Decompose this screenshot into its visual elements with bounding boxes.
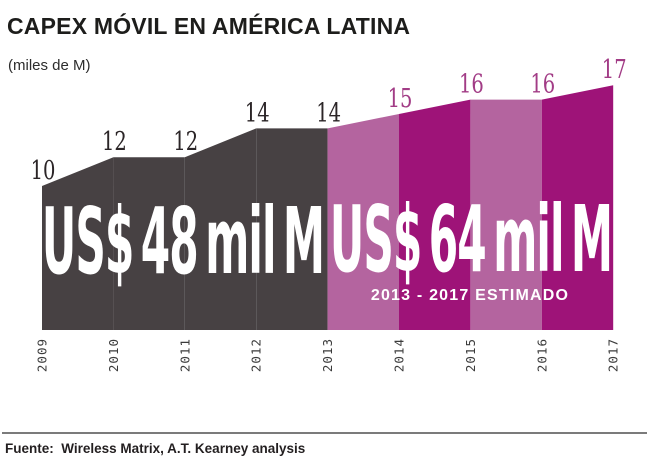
year-label-2016: 2016 bbox=[534, 338, 549, 372]
estimated-period-label: 2013 - 2017 ESTIMADO bbox=[370, 287, 570, 304]
area-segment-2011 bbox=[184, 128, 257, 330]
year-label-2009: 2009 bbox=[35, 338, 50, 372]
year-label-2012: 2012 bbox=[249, 338, 264, 372]
value-label-2012: 14 bbox=[245, 99, 270, 128]
area-chart: 10 12 12 14 14 15 16 16 17 2009 2010 2011 2012 2013 20… bbox=[31, 56, 627, 373]
year-label-2013: 2013 bbox=[320, 338, 335, 372]
footer-divider bbox=[2, 432, 647, 434]
value-label-2016: 16 bbox=[530, 70, 555, 99]
area-segment-2016 bbox=[541, 85, 614, 330]
area-segment-2012 bbox=[256, 128, 328, 330]
right-period-total-label: US$ 64 mil M bbox=[329, 186, 613, 293]
area-segment-2013 bbox=[327, 114, 399, 330]
value-label-2011: 12 bbox=[173, 128, 198, 157]
value-label-2017: 17 bbox=[602, 56, 627, 85]
area-segment-2015 bbox=[470, 99, 542, 330]
value-label-2014: 15 bbox=[388, 84, 413, 113]
value-label-2015: 16 bbox=[459, 70, 484, 99]
left-period-total-label: US$ 48 mil M bbox=[41, 188, 325, 295]
year-label-2014: 2014 bbox=[392, 338, 407, 372]
chart-title: CAPEX MÓVIL EN AMÉRICA LATINA bbox=[7, 13, 411, 39]
year-label-2011: 2011 bbox=[177, 338, 192, 372]
year-label-2010: 2010 bbox=[106, 338, 121, 372]
area-segment-2010 bbox=[113, 157, 185, 330]
value-label-2013: 14 bbox=[316, 99, 341, 128]
year-label-2017: 2017 bbox=[606, 338, 621, 372]
value-label-2010: 12 bbox=[102, 128, 127, 157]
area-segment-2014 bbox=[399, 99, 471, 330]
value-label-2009: 10 bbox=[31, 156, 56, 185]
year-label-2015: 2015 bbox=[463, 338, 478, 372]
source-text: Fuente: Wireless Matrix, A.T. Kearney an… bbox=[5, 441, 306, 456]
area-segment-2009 bbox=[42, 157, 114, 330]
chart-unit-label: (miles de M) bbox=[8, 57, 91, 74]
